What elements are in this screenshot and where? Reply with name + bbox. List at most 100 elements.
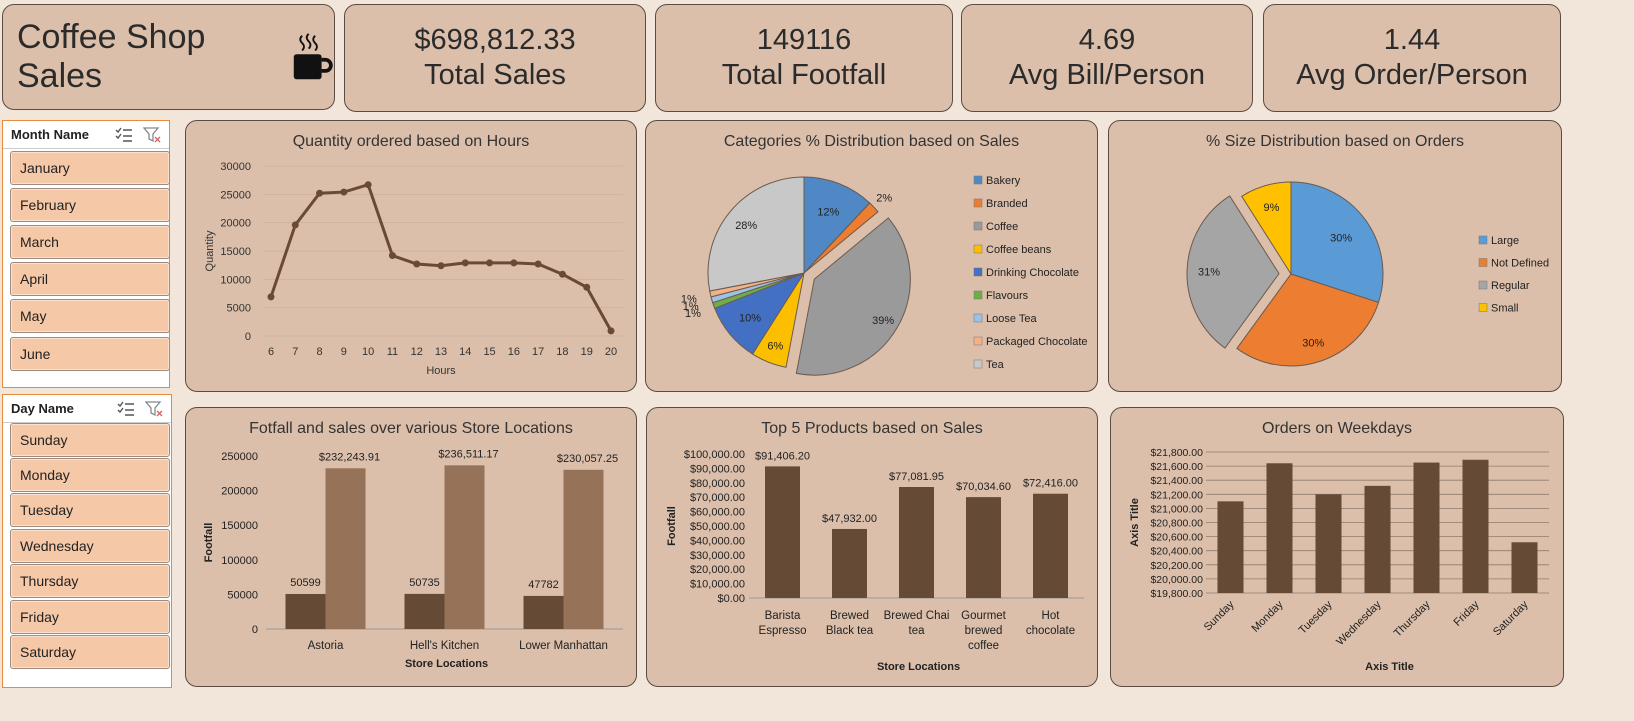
bar xyxy=(523,595,564,629)
legend-swatch xyxy=(1478,280,1488,290)
bar xyxy=(444,465,485,629)
data-point xyxy=(388,252,396,260)
kpi-value: 1.44 xyxy=(1383,24,1441,57)
x-tick-label: 17 xyxy=(532,346,544,358)
day-item-saturday[interactable]: Saturday xyxy=(10,635,170,669)
clear-filter-icon[interactable] xyxy=(145,400,163,417)
x-tick-label: 13 xyxy=(435,346,447,358)
data-label: 50599 xyxy=(290,577,321,589)
day-item-wednesday[interactable]: Wednesday xyxy=(10,529,170,563)
y-tick-label: $70,000.00 xyxy=(690,492,745,504)
x-tick-label: 20 xyxy=(605,346,617,358)
data-point xyxy=(291,221,299,229)
x-tick-label: coffee xyxy=(968,640,999,652)
slice-label: 6% xyxy=(767,341,783,353)
products-chart-title: Top 5 Products based on Sales xyxy=(761,420,983,437)
data-point xyxy=(413,260,421,268)
day-item-monday[interactable]: Monday xyxy=(10,458,170,492)
y-tick-label: $20,000.00 xyxy=(1150,574,1203,586)
clear-filter-icon[interactable] xyxy=(143,126,161,143)
legend-swatch xyxy=(1478,258,1488,267)
day-slicer-title: Day Name xyxy=(11,401,74,416)
x-tick-label: Lower Manhattan xyxy=(519,640,608,652)
kpi-avg-bill: 4.69 Avg Bill/Person xyxy=(961,4,1253,112)
bar xyxy=(1033,493,1068,598)
data-point xyxy=(510,259,518,267)
month-item-march[interactable]: March xyxy=(10,225,170,259)
day-item-tuesday[interactable]: Tuesday xyxy=(10,493,170,527)
x-tick-label: Hell's Kitchen xyxy=(410,640,479,652)
legend-swatch xyxy=(973,244,983,254)
bar xyxy=(966,497,1001,598)
x-tick-label: Brewed xyxy=(830,610,869,622)
legend-label: Drinking Chocolate xyxy=(986,267,1079,279)
day-item-friday[interactable]: Friday xyxy=(10,600,170,634)
y-tick-label: $20,800.00 xyxy=(1150,518,1203,530)
data-point xyxy=(461,259,469,267)
x-axis-label: Store Locations xyxy=(405,658,488,670)
x-tick-label: Thursday xyxy=(1392,598,1433,639)
bar xyxy=(1266,463,1293,593)
y-tick-label: $21,400.00 xyxy=(1150,475,1203,487)
data-label: $72,416.00 xyxy=(1023,478,1078,490)
pie-slice xyxy=(1241,181,1292,276)
slice-label: 39% xyxy=(872,315,894,327)
data-label: $47,932.00 xyxy=(822,513,877,525)
kpi-value: 149116 xyxy=(756,24,852,57)
legend-swatch xyxy=(973,267,983,277)
day-item-sunday[interactable]: Sunday xyxy=(10,423,170,457)
sizes-chart-panel: % Size Distribution based on Orders 30% L… xyxy=(1108,120,1562,392)
month-slicer: Month Name January February March April … xyxy=(2,120,170,388)
slice-label: 31% xyxy=(1198,266,1220,278)
month-item-may[interactable]: May xyxy=(10,299,170,333)
slice-label: 9% xyxy=(1264,202,1280,214)
legend-swatch xyxy=(1478,235,1488,245)
multi-select-icon[interactable] xyxy=(115,127,133,143)
sizes-chart-title: % Size Distribution based on Orders xyxy=(1206,133,1464,150)
month-item-june[interactable]: June xyxy=(10,337,170,371)
x-axis-label: Hours xyxy=(426,365,456,377)
y-tick-label: 50000 xyxy=(227,589,258,601)
pie-slice xyxy=(803,202,879,274)
month-item-january[interactable]: January xyxy=(10,151,170,185)
bar xyxy=(1511,542,1538,593)
kpi-total-footfall: 149116 Total Footfall xyxy=(655,4,953,112)
categories-chart-panel: Categories % Distribution based on Sales… xyxy=(645,120,1098,392)
sizes-pie-chart: 30% Large 30% Not Defined 31% Regular 9% Small xyxy=(1186,181,1549,367)
legend-swatch xyxy=(973,359,983,369)
coffee-cup-icon xyxy=(294,33,333,80)
y-tick-label: 250000 xyxy=(221,451,258,463)
hours-chart-title: Quantity ordered based on Hours xyxy=(292,133,530,150)
multi-select-icon[interactable] xyxy=(117,401,135,417)
x-tick-label: 7 xyxy=(292,346,298,358)
stores-chart-title: Fotfall and sales over various Store Loc… xyxy=(249,420,573,437)
y-tick-label: 20000 xyxy=(220,218,251,230)
data-label: 50735 xyxy=(409,577,440,589)
x-tick-label: 8 xyxy=(317,346,323,358)
kpi-label: Total Footfall xyxy=(721,59,887,91)
bar xyxy=(1413,462,1440,593)
x-tick-label: tea xyxy=(909,625,926,637)
pie-slice xyxy=(1186,195,1280,349)
kpi-avg-order: 1.44 Avg Order/Person xyxy=(1263,4,1561,112)
data-point xyxy=(364,181,372,189)
slice-label: 28% xyxy=(735,220,757,232)
x-tick-label: chocolate xyxy=(1026,625,1075,637)
y-tick-label: $40,000.00 xyxy=(690,535,745,547)
month-item-february[interactable]: February xyxy=(10,188,170,222)
weekdays-bar-chart: $19,800.00 $20,000.00 $20,200.00 $20,400.00… xyxy=(1129,447,1549,673)
legend-label: Coffee beans xyxy=(986,244,1052,256)
weekdays-chart-title: Orders on Weekdays xyxy=(1262,420,1412,437)
month-item-april[interactable]: April xyxy=(10,262,170,296)
bar xyxy=(1217,501,1244,593)
day-item-thursday[interactable]: Thursday xyxy=(10,564,170,598)
y-tick-label: $21,800.00 xyxy=(1150,447,1203,459)
y-tick-label: 5000 xyxy=(227,303,251,315)
y-tick-label: $20,000.00 xyxy=(690,564,745,576)
data-point xyxy=(316,189,324,197)
bar xyxy=(325,468,366,629)
data-label: 47782 xyxy=(528,579,559,591)
legend-swatch xyxy=(973,175,983,185)
x-axis-label: Axis Title xyxy=(1365,661,1414,673)
y-tick-label: $20,600.00 xyxy=(1150,532,1203,544)
